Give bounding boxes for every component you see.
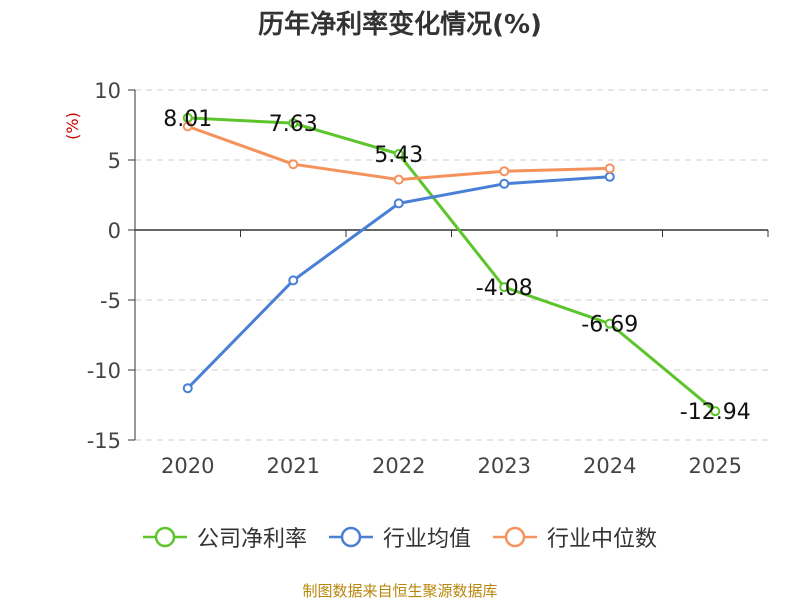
- point-2-2023: [499, 166, 510, 177]
- point-2-2024: [604, 163, 615, 174]
- y-tick-label-5: -15: [87, 429, 121, 453]
- y-tick-label-2: 0: [108, 219, 121, 243]
- data-label-2021: 7.63: [269, 112, 318, 137]
- chart-title: 历年净利率变化情况(%): [258, 10, 542, 40]
- point-2-2020: [182, 121, 193, 132]
- y-tick-label-4: -10: [87, 359, 121, 383]
- series-line-0: [187, 116, 717, 413]
- legend-label: 行业中位数: [547, 527, 658, 552]
- source-note: 制图数据来自恒生聚源数据库: [302, 582, 498, 600]
- point-2-2022: [393, 174, 404, 185]
- point-2-2021: [288, 159, 299, 170]
- y-tick-label-3: -5: [100, 289, 121, 313]
- y-tick-label-1: 5: [108, 149, 121, 173]
- x-tick-label-2025: 2025: [689, 454, 742, 478]
- data-label-2020: 8.01: [163, 107, 212, 132]
- legend-label: 行业均值: [382, 527, 471, 552]
- legend-marker-icon: [328, 526, 373, 548]
- point-1-2023: [499, 178, 510, 189]
- point-1-2022: [393, 198, 404, 209]
- point-0-2021: [288, 118, 299, 129]
- legend-item-0[interactable]: 公司净利率: [142, 521, 307, 553]
- legend-item-2[interactable]: 行业中位数: [493, 521, 657, 553]
- x-tick-label-2021: 2021: [267, 454, 320, 478]
- x-tick-label-2022: 2022: [372, 454, 425, 478]
- point-0-2025: [710, 406, 721, 417]
- legend: 公司净利率 行业均值 行业中位数: [0, 520, 800, 554]
- y-tick-label-0: 10: [94, 79, 121, 103]
- data-labels: 8.01 7.63 5.43 -4.08 -6.69 -12.94: [163, 107, 750, 425]
- x-tick-label-2024: 2024: [583, 454, 636, 478]
- data-label-2023: -4.08: [476, 276, 533, 301]
- data-label-2024: -6.69: [581, 313, 638, 338]
- axes: 10 5 0 -5 -10 -15 2020 2021 2022 2023 2024 2025: [87, 79, 769, 478]
- point-0-2024: [604, 318, 615, 329]
- data-label-2022: 5.43: [374, 143, 423, 168]
- point-1-2021: [288, 275, 299, 286]
- legend-label: 公司净利率: [196, 527, 307, 552]
- point-1-2020: [182, 383, 193, 394]
- legend-marker-icon: [142, 526, 187, 548]
- legend-item-1[interactable]: 行业均值: [328, 521, 471, 553]
- y-axis-label: (%): [63, 112, 82, 140]
- series-line-1: [186, 175, 610, 390]
- series-lines: [182, 112, 721, 417]
- data-label-2025: -12.94: [680, 400, 751, 425]
- point-0-2022: [393, 148, 404, 159]
- x-tick-label-2020: 2020: [161, 454, 214, 478]
- point-1-2024: [604, 171, 615, 182]
- point-0-2023: [499, 282, 510, 293]
- legend-marker-icon: [493, 526, 537, 548]
- x-tick-label-2023: 2023: [478, 454, 531, 478]
